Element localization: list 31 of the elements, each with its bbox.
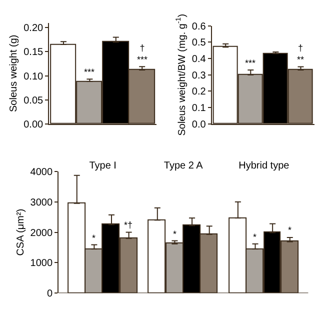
y-tick-label: 0.10 — [24, 71, 44, 82]
data-label: * — [288, 225, 292, 235]
y-tick-label: 0.3 — [192, 70, 206, 82]
y-tick-label: 0.00 — [24, 119, 44, 130]
x-tick-label: Type 2 A — [164, 160, 204, 172]
y-axis-title: CSA (μm²) — [15, 208, 26, 256]
y-tick-label: 3000 — [30, 197, 53, 208]
y-tick-label: 0.5 — [192, 38, 206, 49]
y-tick-label: 4000 — [30, 166, 53, 178]
data-label: *** — [84, 67, 96, 77]
y-tick-label: 0.2 — [192, 86, 206, 98]
y-tick-label: 0.4 — [192, 54, 206, 66]
data-label: * — [92, 233, 96, 243]
data-label: † ** — [297, 43, 304, 65]
y-tick-label: 0.05 — [24, 95, 44, 106]
x-tick-label: Hybrid type — [238, 160, 290, 172]
y-tick-label: 0.15 — [24, 47, 44, 58]
y-tick-label: 0.1 — [192, 103, 206, 114]
data-label: *† — [124, 220, 133, 230]
data-label: * — [173, 229, 177, 239]
y-tick-label: 2000 — [30, 228, 53, 239]
y-tick-label: 0.20 — [24, 23, 44, 34]
x-tick-label: Type I — [89, 160, 116, 172]
data-label: * — [253, 232, 257, 242]
y-tick-label: 1000 — [30, 258, 53, 270]
y-tick-label: 0.6 — [192, 21, 206, 32]
y-tick-label: 0.0 — [192, 119, 206, 130]
y-tick-label: 0 — [47, 288, 53, 300]
y-axis-title: Soleus weight (g) — [8, 34, 20, 112]
data-label: *** — [245, 58, 256, 68]
data-label: † *** — [137, 43, 148, 65]
